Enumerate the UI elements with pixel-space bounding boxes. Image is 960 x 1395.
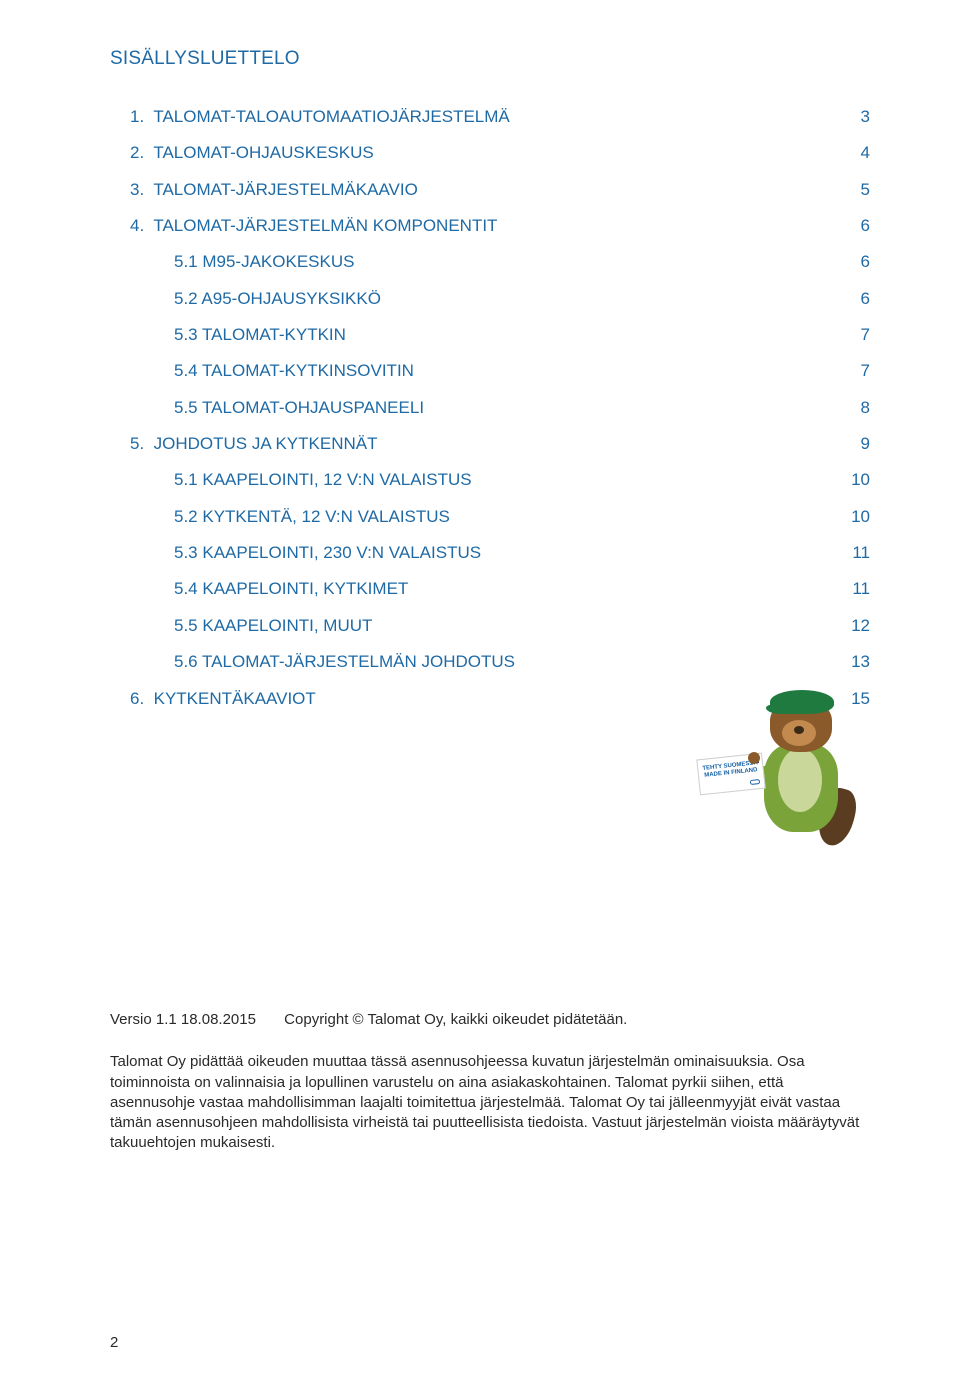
footer-paragraph: Talomat Oy pidättää oikeuden muuttaa täs… bbox=[110, 1052, 870, 1153]
toc-page: 13 bbox=[840, 649, 870, 675]
version-label: Versio 1.1 18.08.2015 bbox=[110, 1010, 280, 1030]
toc-page: 6 bbox=[840, 213, 870, 239]
toc-row: 1. TALOMAT-TALOAUTOMAATIOJÄRJESTELMÄ 3 bbox=[110, 104, 870, 130]
toc-page: 4 bbox=[840, 140, 870, 166]
toc-label: 6. KYTKENTÄKAAVIOT bbox=[130, 686, 316, 712]
toc-page: 7 bbox=[840, 358, 870, 384]
toc-label: 3. TALOMAT-JÄRJESTELMÄKAAVIO bbox=[130, 177, 418, 203]
toc-page: 10 bbox=[840, 504, 870, 530]
toc-row: 5.6 TALOMAT-JÄRJESTELMÄN JOHDOTUS 13 bbox=[110, 649, 870, 675]
mascot-illustration: TEHTY SUOMESSA MADE IN FINLAND bbox=[698, 700, 868, 870]
toc-row: 5.5 KAAPELOINTI, MUUT 12 bbox=[110, 613, 870, 639]
version-line: Versio 1.1 18.08.2015 Copyright © Taloma… bbox=[110, 1010, 870, 1030]
toc-label: 5.4 TALOMAT-KYTKINSOVITIN bbox=[174, 358, 414, 384]
toc-label: 1. TALOMAT-TALOAUTOMAATIOJÄRJESTELMÄ bbox=[130, 104, 510, 130]
toc-label: 5.1 M95-JAKOKESKUS bbox=[174, 249, 354, 275]
toc-page: 3 bbox=[840, 104, 870, 130]
toc-row: 5.3 TALOMAT-KYTKIN 7 bbox=[110, 322, 870, 348]
toc-row: 5. JOHDOTUS JA KYTKENNÄT 9 bbox=[110, 431, 870, 457]
toc-row: 5.4 TALOMAT-KYTKINSOVITIN 7 bbox=[110, 358, 870, 384]
toc-label: 5.5 TALOMAT-OHJAUSPANEELI bbox=[174, 395, 424, 421]
toc-page: 11 bbox=[840, 576, 870, 602]
toc-label: 2. TALOMAT-OHJAUSKESKUS bbox=[130, 140, 374, 166]
toc-page: 11 bbox=[840, 540, 870, 566]
page-title: SISÄLLYSLUETTELO bbox=[110, 48, 870, 70]
mascot-belly bbox=[778, 748, 822, 812]
toc-row: 5.1 M95-JAKOKESKUS 6 bbox=[110, 249, 870, 275]
mascot-snout bbox=[782, 720, 816, 746]
toc-label: 5. JOHDOTUS JA KYTKENNÄT bbox=[130, 431, 378, 457]
mascot-cap-brim bbox=[766, 704, 792, 714]
page-number: 2 bbox=[110, 1334, 118, 1351]
toc-label: 5.1 KAAPELOINTI, 12 V:N VALAISTUS bbox=[174, 467, 472, 493]
toc-label: 5.2 A95-OHJAUSYKSIKKÖ bbox=[174, 286, 381, 312]
toc-page: 8 bbox=[840, 395, 870, 421]
toc-label: 5.3 KAAPELOINTI, 230 V:N VALAISTUS bbox=[174, 540, 481, 566]
toc-row: 5.4 KAAPELOINTI, KYTKIMET 11 bbox=[110, 576, 870, 602]
toc-label: 5.3 TALOMAT-KYTKIN bbox=[174, 322, 346, 348]
toc-row: 3. TALOMAT-JÄRJESTELMÄKAAVIO 5 bbox=[110, 177, 870, 203]
toc-row: 5.1 KAAPELOINTI, 12 V:N VALAISTUS 10 bbox=[110, 467, 870, 493]
toc-label: 4. TALOMAT-JÄRJESTELMÄN KOMPONENTIT bbox=[130, 213, 497, 239]
toc-row: 4. TALOMAT-JÄRJESTELMÄN KOMPONENTIT 6 bbox=[110, 213, 870, 239]
key-icon bbox=[750, 779, 760, 785]
version-block: Versio 1.1 18.08.2015 Copyright © Taloma… bbox=[110, 1010, 870, 1154]
table-of-contents: 1. TALOMAT-TALOAUTOMAATIOJÄRJESTELMÄ 3 2. … bbox=[110, 104, 870, 712]
toc-label: 5.2 KYTKENTÄ, 12 V:N VALAISTUS bbox=[174, 504, 450, 530]
toc-page: 9 bbox=[840, 431, 870, 457]
toc-page: 12 bbox=[840, 613, 870, 639]
toc-page: 10 bbox=[840, 467, 870, 493]
toc-page: 7 bbox=[840, 322, 870, 348]
toc-row: 2. TALOMAT-OHJAUSKESKUS 4 bbox=[110, 140, 870, 166]
toc-row: 5.3 KAAPELOINTI, 230 V:N VALAISTUS 11 bbox=[110, 540, 870, 566]
toc-page: 6 bbox=[840, 286, 870, 312]
toc-row: 5.2 KYTKENTÄ, 12 V:N VALAISTUS 10 bbox=[110, 504, 870, 530]
toc-label: 5.6 TALOMAT-JÄRJESTELMÄN JOHDOTUS bbox=[174, 649, 515, 675]
toc-row: 5.2 A95-OHJAUSYKSIKKÖ 6 bbox=[110, 286, 870, 312]
toc-page: 6 bbox=[840, 249, 870, 275]
toc-label: 5.4 KAAPELOINTI, KYTKIMET bbox=[174, 576, 408, 602]
copyright-text: Copyright © Talomat Oy, kaikki oikeudet … bbox=[284, 1011, 627, 1028]
toc-label: 5.5 KAAPELOINTI, MUUT bbox=[174, 613, 372, 639]
toc-page: 5 bbox=[840, 177, 870, 203]
toc-row: 5.5 TALOMAT-OHJAUSPANEELI 8 bbox=[110, 395, 870, 421]
